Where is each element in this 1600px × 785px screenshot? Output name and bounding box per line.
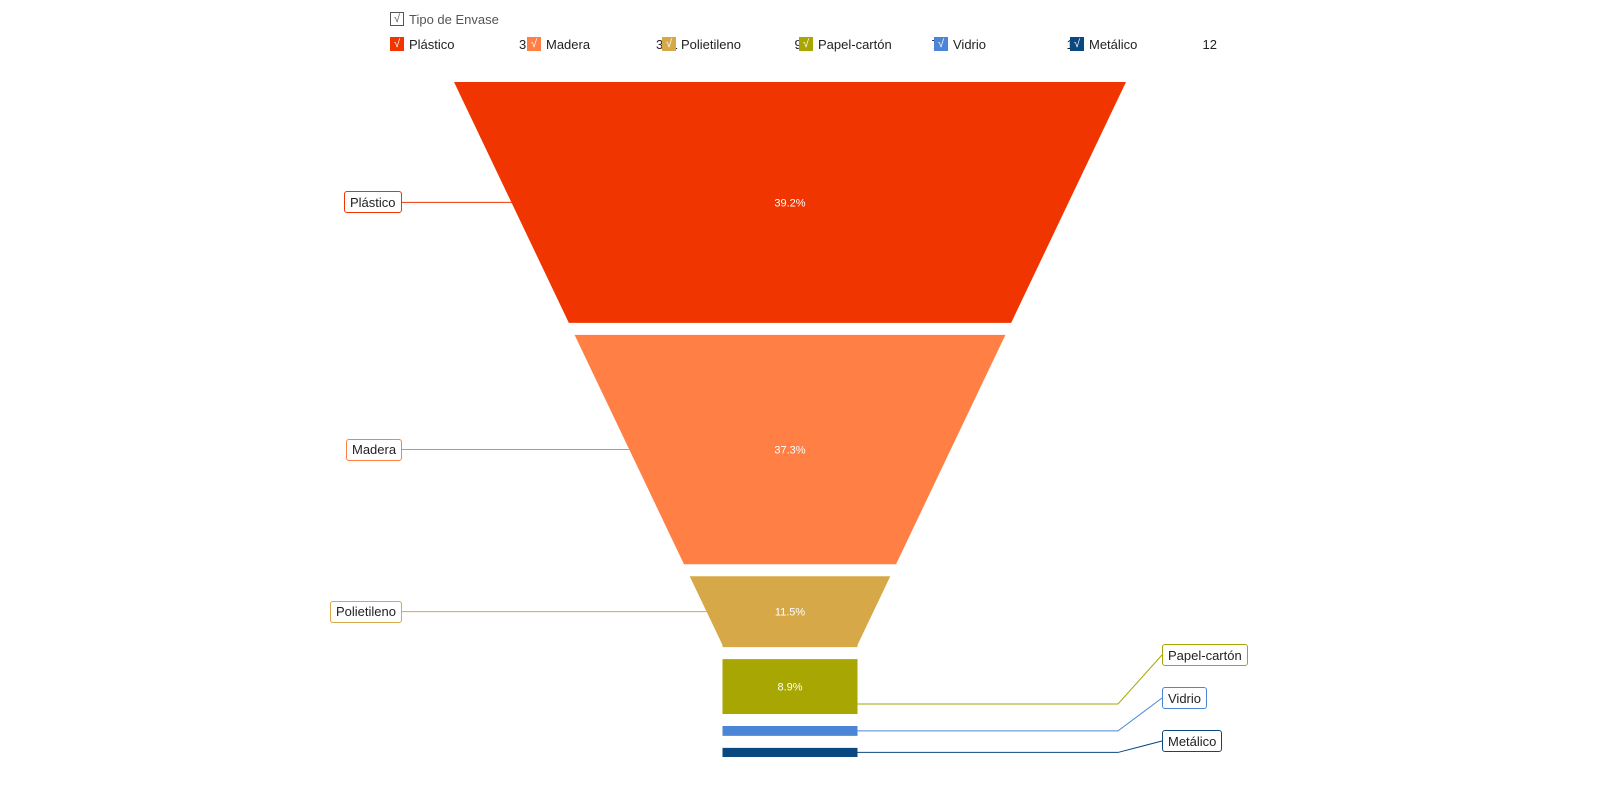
legend: √ Tipo de Envase √Plástico316√Madera301√… <box>0 0 1600 60</box>
callout-label-vidrio: Vidrio <box>1162 687 1208 709</box>
legend-item-metalico[interactable]: √ Metálico 12 <box>1070 35 1217 53</box>
legend-title-text: Tipo de Envase <box>409 11 499 27</box>
data-label-madera: 37.3% <box>774 445 805 457</box>
callout-label-madera: Madera <box>346 438 403 461</box>
data-label-papel-carton: 8.9% <box>777 682 802 694</box>
data-label-plastico: 39.2% <box>774 197 805 209</box>
funnel-segment-papel-carton[interactable] <box>722 659 858 714</box>
legend-title[interactable]: √ Tipo de Envase <box>390 10 499 28</box>
callout-label-metalico: Metálico <box>1162 730 1223 752</box>
data-label-polietileno: 11.5% <box>775 607 806 619</box>
leader-line-papel-carton <box>857 654 1163 705</box>
funnel-segment-vidrio[interactable] <box>722 725 858 736</box>
legend-checkbox-icon[interactable]: √ <box>527 37 541 51</box>
legend-checkbox-icon[interactable]: √ <box>799 37 813 51</box>
legend-title-checkbox-icon[interactable]: √ <box>390 12 404 26</box>
legend-label: Papel-cartón <box>818 36 892 52</box>
legend-checkbox-icon[interactable]: √ <box>662 37 676 51</box>
funnel-segment-polietileno[interactable] <box>689 576 891 648</box>
leader-line-metalico <box>857 740 1163 753</box>
legend-label: Madera <box>546 36 591 52</box>
legend-checkbox-icon[interactable]: √ <box>934 37 948 51</box>
callout-label-papel-carton: Papel-cartón <box>1162 644 1248 666</box>
funnel-segment-metalico[interactable] <box>722 747 858 757</box>
callout-label-plastico: Plástico <box>344 191 402 214</box>
legend-label: Polietileno <box>681 36 741 52</box>
funnel-segment-madera[interactable] <box>574 334 1006 565</box>
leader-line-vidrio <box>857 697 1163 732</box>
legend-label: Plástico <box>409 36 455 52</box>
funnel-segment-plastico[interactable] <box>454 82 1126 323</box>
legend-label: Metálico <box>1089 36 1138 52</box>
legend-value: 12 <box>1202 36 1217 52</box>
legend-checkbox-icon[interactable]: √ <box>1070 37 1084 51</box>
callout-label-polietileno: Polietileno <box>330 600 402 623</box>
legend-checkbox-icon[interactable]: √ <box>390 37 404 51</box>
legend-label: Vidrio <box>953 36 987 52</box>
